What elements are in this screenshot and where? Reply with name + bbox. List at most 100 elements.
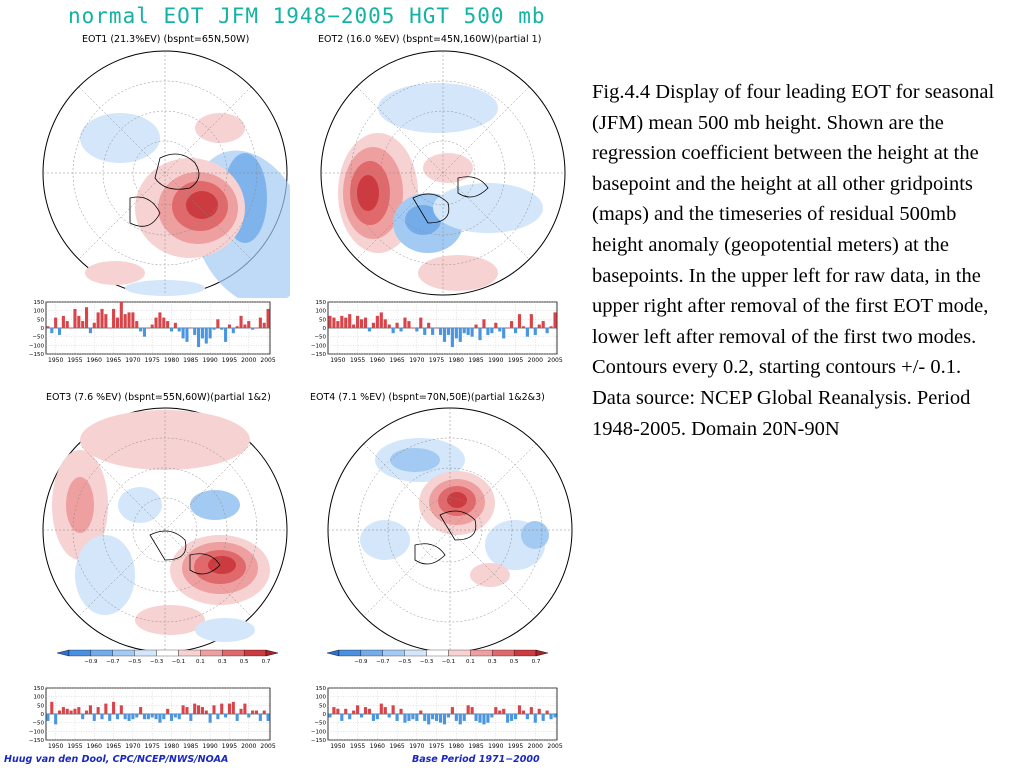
bar-1964 [391,328,395,334]
colorbar-segment [112,649,135,657]
bar-1964 [108,714,112,721]
bar-1991 [498,328,502,332]
bar-1986 [478,328,482,341]
bar-1969 [127,714,131,721]
bar-1984 [185,328,189,342]
y-tick-label: −150 [311,352,327,358]
colorbar-segment [360,649,383,657]
bar-1997 [521,326,526,328]
bar-1993 [506,714,510,723]
x-tick-label: 2000 [528,357,543,364]
bar-1970 [415,714,419,721]
bar-1958 [367,328,372,332]
bar-1950 [336,321,340,328]
bar-1980 [169,328,174,332]
colorbar-label: 0.5 [240,659,249,665]
x-tick-label: 1995 [508,357,523,364]
y-tick-label: −50 [314,335,326,341]
bar-1962 [383,319,387,328]
bar-2002 [254,328,259,329]
y-tick-label: 0 [323,712,327,718]
bar-1964 [108,328,112,329]
colorbar-end-left [56,649,70,657]
bar-2003 [545,710,549,714]
bar-1992 [502,708,506,714]
bar-1967 [119,705,123,714]
bar-1971 [135,321,139,328]
bar-1956 [77,707,81,714]
bar-1948 [46,326,50,328]
x-tick-label: 2005 [260,743,275,750]
bar-1993 [220,328,224,330]
bar-2001 [251,710,255,714]
bar-2004 [262,710,266,714]
x-tick-label: 1950 [330,357,345,364]
bar-1957 [81,714,85,720]
bar-1999 [529,314,533,328]
x-tick-label: 1990 [202,743,217,750]
bar-1997 [521,710,526,714]
bar-1990 [208,328,212,339]
x-tick-label: 1995 [222,357,237,364]
bar-1968 [123,714,127,720]
bar-1988 [200,328,204,339]
bar-1990 [208,714,212,723]
bar-2005 [553,312,557,328]
eot2-subtitle: EOT2 (16.0 %EV) (bspnt=45N,160W)(partial… [318,34,542,45]
x-tick-label: 1985 [468,357,483,364]
bar-1956 [359,319,364,328]
bar-1958 [367,708,372,714]
bar-1961 [96,312,100,328]
x-tick-label: 1990 [202,357,217,364]
y-tick-label: 150 [34,686,45,692]
bar-1967 [403,317,407,328]
colorbar-label: −0.5 [128,659,142,665]
eot1-map [42,50,290,298]
bar-1988 [486,714,490,723]
bar-1981 [458,714,462,725]
bar-1994 [224,328,228,342]
bar-1963 [387,714,391,718]
bar-1995 [513,328,518,334]
bar-1988 [486,328,490,335]
bar-1968 [407,714,411,721]
bar-2000 [247,714,251,718]
bar-2000 [533,328,537,335]
bar-1982 [462,714,466,721]
bar-1960 [92,322,96,328]
bar-1989 [490,328,494,334]
x-tick-label: 1950 [48,743,63,750]
bar-1974 [431,328,435,335]
bar-2005 [266,714,270,721]
x-tick-label: 2000 [241,357,256,364]
bar-1997 [235,326,239,328]
bar-1962 [383,707,387,714]
bar-1973 [427,322,431,328]
x-tick-label: 1955 [350,743,365,750]
colorbar-segment [222,649,245,657]
bar-1990 [494,707,498,714]
colorbar-segment [513,649,537,657]
colorbar-label: −0.7 [106,659,120,665]
bar-1999 [243,324,247,328]
bar-1959 [88,328,92,334]
author-credit: Huug van den Dool, CPC/NCEP/NWS/NOAA [4,754,229,765]
bar-1955 [73,708,77,714]
bar-1996 [231,328,235,334]
bar-1957 [363,707,368,714]
x-tick-label: 1960 [87,743,102,750]
x-tick-label: 1990 [488,743,503,750]
bar-1998 [525,714,529,720]
x-tick-label: 2005 [260,357,275,364]
bar-2003 [545,328,549,334]
bar-1949 [50,328,54,334]
x-tick-label: 1955 [350,357,365,364]
bar-1951 [57,710,62,714]
bar-1982 [177,714,181,720]
bar-1977 [442,328,447,342]
colorbar-label: 0.1 [466,659,475,665]
x-tick-label: 1965 [389,743,404,750]
bar-1975 [434,328,439,329]
bar-1984 [470,707,474,714]
bar-1952 [344,708,348,714]
